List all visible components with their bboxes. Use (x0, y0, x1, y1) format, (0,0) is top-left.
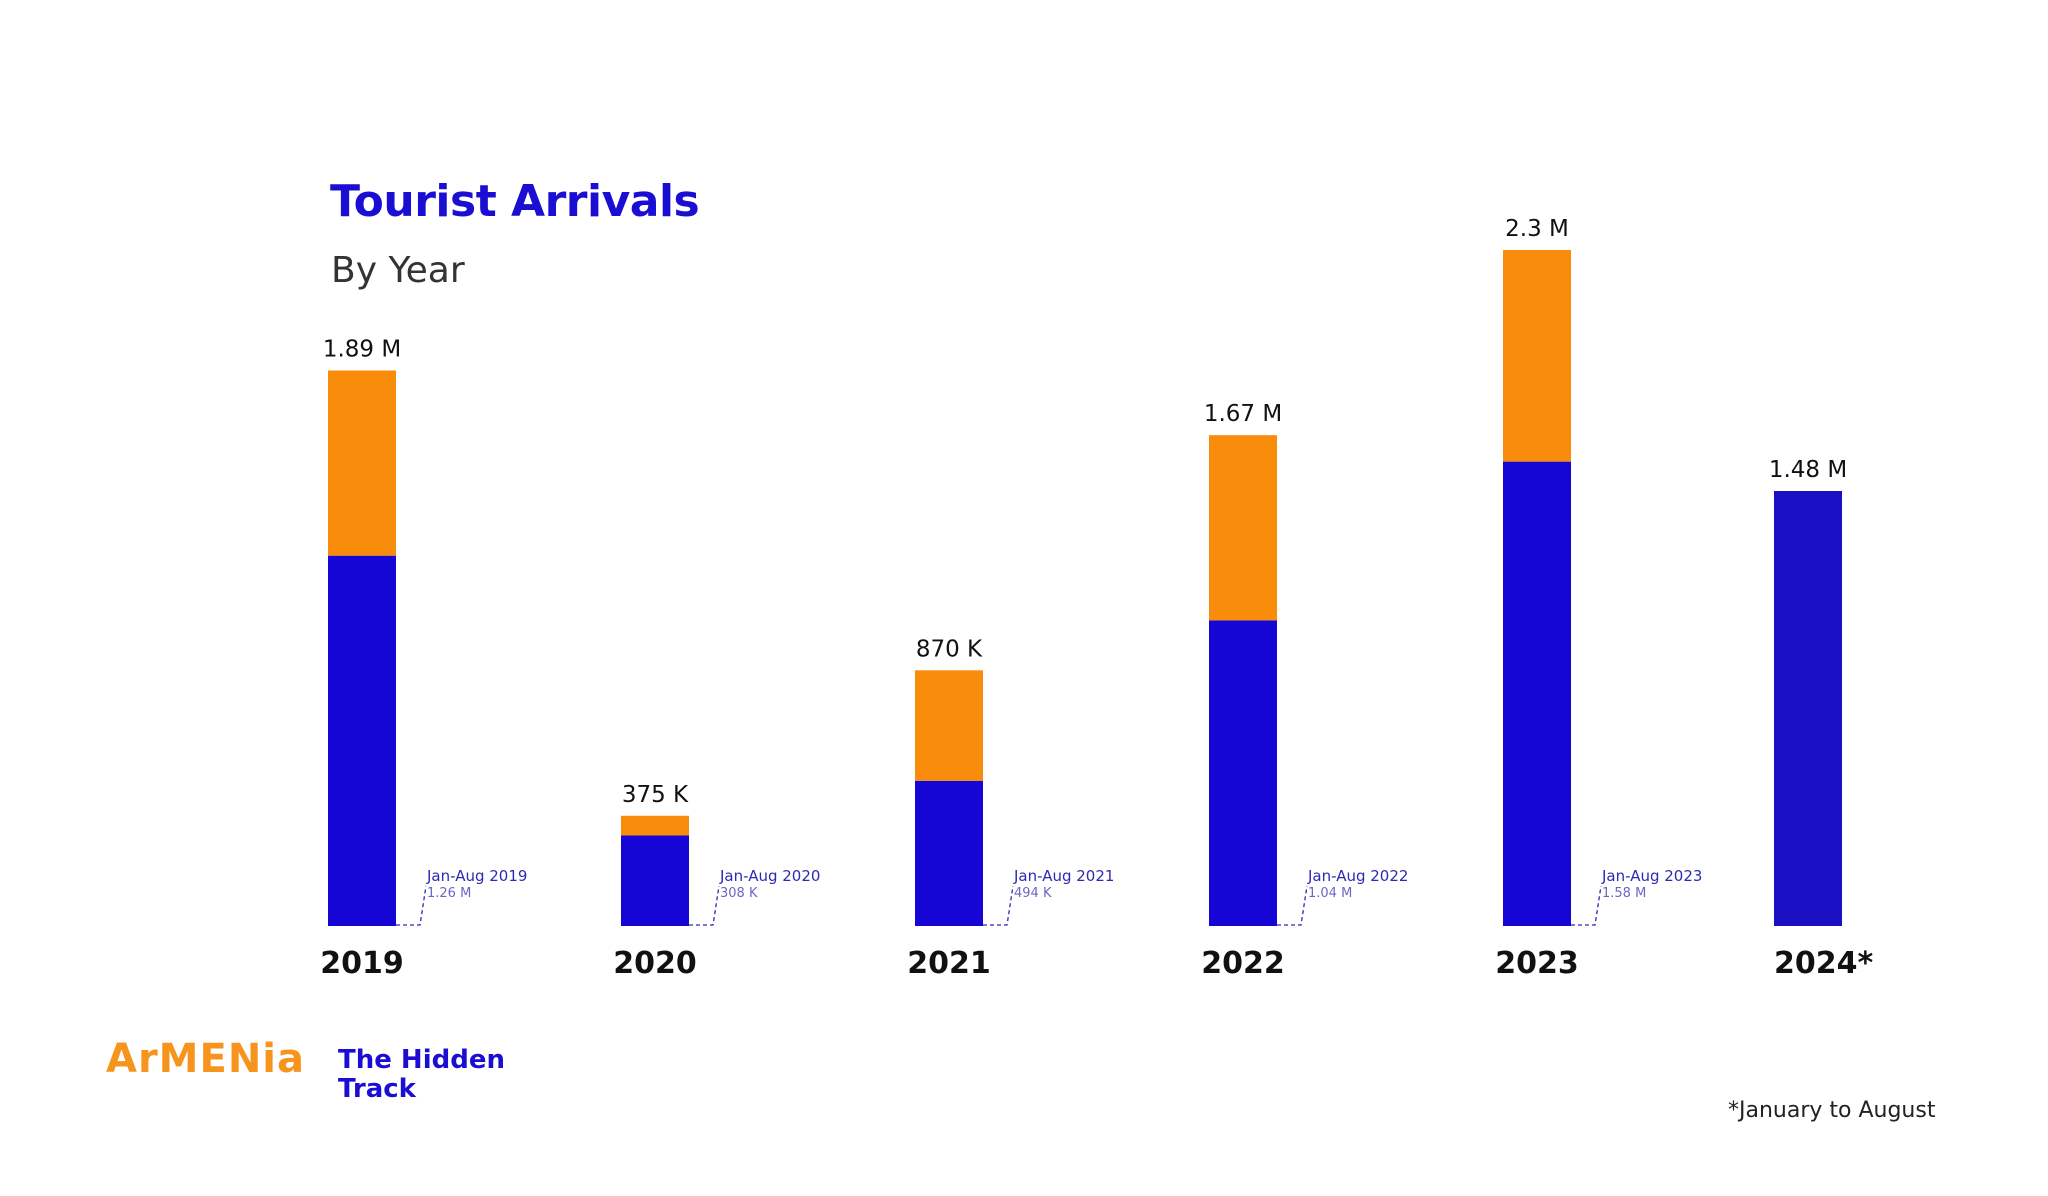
annotation-value: 1.26 M (427, 886, 471, 901)
bar-segment-sep-dec (621, 815, 689, 836)
x-tick-label: 2019 (320, 946, 404, 981)
bar-segment-jan-aug (621, 835, 689, 926)
annotation-leader (1277, 885, 1308, 926)
x-tick-label: 2020 (613, 946, 697, 981)
annotation-value: 1.04 M (1308, 886, 1352, 901)
annotation-label: Jan-Aug 2020 (719, 867, 820, 885)
bar-segment-jan-aug (1774, 491, 1842, 926)
bar-total-label: 1.67 M (1204, 401, 1282, 427)
annotation-leader (689, 885, 720, 926)
logo-tagline-line1: The Hidden (338, 1045, 505, 1075)
bar-segment-jan-aug (1503, 461, 1571, 926)
annotation-label: Jan-Aug 2023 (1601, 867, 1702, 885)
bar-segment-sep-dec (1503, 250, 1571, 462)
annotation-label: Jan-Aug 2022 (1307, 867, 1408, 885)
bar-total-label: 870 K (916, 636, 983, 662)
annotation-value: 308 K (720, 886, 758, 901)
armenia-logo: ArMENia (106, 1036, 305, 1082)
chart-title: Tourist Arrivals (330, 176, 700, 227)
bar-total-label: 1.48 M (1769, 457, 1847, 483)
annotation-label: Jan-Aug 2019 (426, 867, 527, 885)
x-tick-label: 2022 (1201, 946, 1285, 981)
bar-segment-sep-dec (915, 670, 983, 781)
annotation-value: 494 K (1014, 886, 1052, 901)
annotation-leader (983, 885, 1014, 926)
annotation-leader (396, 885, 427, 926)
chart-subtitle: By Year (331, 250, 465, 291)
bar-segment-jan-aug (1209, 620, 1277, 926)
annotation-value: 1.58 M (1602, 886, 1646, 901)
bar-segment-sep-dec (328, 370, 396, 556)
bar-total-label: 2.3 M (1505, 216, 1569, 242)
logo-tagline-line2: Track (338, 1074, 416, 1104)
bar-segment-sep-dec (1209, 435, 1277, 621)
x-tick-label: 2023 (1495, 946, 1579, 981)
annotation-label: Jan-Aug 2021 (1013, 867, 1114, 885)
footnote: *January to August (1728, 1098, 1936, 1123)
annotation-leader (1571, 885, 1602, 926)
bar-total-label: 1.89 M (323, 337, 401, 363)
x-tick-label: 2024* (1774, 946, 1873, 981)
x-tick-label: 2021 (907, 946, 991, 981)
logo-tagline: The Hidden Track (338, 1046, 505, 1104)
bar-total-label: 375 K (622, 782, 689, 808)
bar-segment-jan-aug (915, 780, 983, 926)
bar-segment-jan-aug (328, 555, 396, 926)
